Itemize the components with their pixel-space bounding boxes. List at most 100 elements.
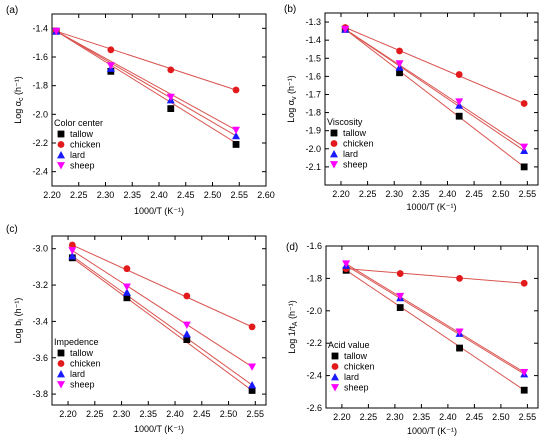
point-tallow <box>456 344 463 352</box>
legend-label-sheep: sheep <box>70 161 95 171</box>
panel-label: (a) <box>6 5 18 16</box>
y-tick-label: -1.4 <box>305 35 321 45</box>
point-chicken <box>396 47 403 55</box>
legend-marker-tallow <box>331 352 339 360</box>
point-chicken <box>396 270 404 277</box>
point-tallow <box>232 141 240 148</box>
y-tick-label: -1.8 <box>305 108 321 118</box>
point-sheep <box>455 328 464 336</box>
fit-line-chicken <box>346 268 525 284</box>
legend-marker-lard <box>57 151 65 159</box>
x-tick-label: 2.35 <box>412 189 430 199</box>
legend-label-sheep: sheep <box>343 160 368 170</box>
fit-line-lard <box>345 265 525 375</box>
point-sheep <box>396 292 405 301</box>
x-tick-label: 2.50 <box>204 190 222 200</box>
y-axis-label: Log αc (h⁻¹) <box>13 76 25 123</box>
point-lard <box>232 131 241 140</box>
point-chicken <box>520 279 528 287</box>
point-chicken <box>455 71 463 78</box>
legend-marker-lard <box>331 373 339 381</box>
x-tick-label: 2.55 <box>230 190 248 200</box>
x-tick-label: 2.35 <box>140 409 158 419</box>
panel-2: 2.20 2.25 2.30 2.35 2.40 2.45 2.50 2.55 -3.8 -3.6… <box>6 224 267 434</box>
x-tick-label: 2.20 <box>333 412 351 422</box>
x-tick-label: 2.20 <box>59 409 77 419</box>
point-sheep <box>122 283 131 291</box>
point-tallow <box>167 105 175 112</box>
panel-label: (d) <box>286 242 298 253</box>
fit-line-sheep <box>344 28 525 148</box>
legend-label-chicken: chicken <box>344 362 375 372</box>
legend-label-tallow: tallow <box>343 128 367 138</box>
y-tick-label: -2.0 <box>32 109 48 119</box>
y-tick-label: -1.7 <box>305 89 321 99</box>
fit-line-lard <box>344 28 525 152</box>
fit-line-chicken <box>345 27 525 104</box>
point-lard <box>68 251 77 260</box>
point-sheep <box>248 363 257 371</box>
x-tick-label: 2.40 <box>166 409 184 419</box>
x-tick-label: 2.55 <box>519 189 537 199</box>
fit-line-lard <box>56 30 237 137</box>
x-tick-label: 2.50 <box>220 409 238 419</box>
legend-label-tallow: tallow <box>344 351 368 361</box>
x-axis-label: 1000/T (K⁻¹) <box>134 206 184 216</box>
plot-frame <box>324 12 539 186</box>
y-tick-label: -2.0 <box>306 306 322 316</box>
legend-label-lard: lard <box>70 150 85 160</box>
legend-marker-tallow <box>330 129 338 137</box>
y-tick-label: -3.4 <box>32 316 48 326</box>
legend-title: Impedence <box>54 337 99 347</box>
point-chicken <box>167 66 175 74</box>
panel-0: 2.20 2.25 2.30 2.35 2.40 2.45 2.50 2.55 2.60 -2.4… <box>6 5 275 216</box>
fit-line-chicken <box>72 244 253 328</box>
y-tick-label: -1.4 <box>32 23 48 33</box>
y-tick-label: -1.5 <box>305 53 321 63</box>
x-tick-label: 2.40 <box>439 189 457 199</box>
y-tick-label: -2.4 <box>306 371 322 381</box>
point-sheep <box>520 143 529 151</box>
point-tallow <box>520 163 528 171</box>
point-tallow <box>396 69 403 77</box>
point-sheep <box>342 260 351 268</box>
point-chicken <box>248 323 256 331</box>
panel-label: (b) <box>284 4 296 15</box>
point-chicken <box>520 100 528 107</box>
x-tick-label: 2.30 <box>385 189 403 199</box>
y-tick-label: -2.2 <box>306 338 322 348</box>
y-tick-label: -1.9 <box>305 126 321 136</box>
point-sheep <box>455 98 464 106</box>
legend-label-sheep: sheep <box>70 380 95 390</box>
y-axis-label: Log αv (h⁻¹) <box>286 75 298 122</box>
x-tick-label: 2.45 <box>466 412 484 422</box>
y-tick-label: -3.6 <box>32 353 48 363</box>
legend-marker-sheep <box>57 162 65 170</box>
y-tick-label: -1.8 <box>32 81 48 91</box>
x-axis-label: 1000/T (K⁻¹) <box>407 426 457 436</box>
x-tick-label: 2.30 <box>386 412 404 422</box>
x-tick-label: 2.45 <box>465 189 483 199</box>
y-tick-label: -1.6 <box>305 71 321 81</box>
y-tick-label: -1.8 <box>306 273 322 283</box>
x-tick-label: 2.35 <box>413 412 431 422</box>
point-tallow <box>123 294 131 302</box>
point-sheep <box>68 247 77 255</box>
y-tick-label: -1.6 <box>306 241 322 251</box>
legend-label-lard: lard <box>343 149 358 159</box>
x-tick-label: 2.25 <box>360 412 378 422</box>
legend-label-lard: lard <box>70 369 85 379</box>
x-tick-label: 2.45 <box>177 190 195 200</box>
x-tick-label: 2.45 <box>193 409 211 419</box>
x-tick-label: 2.40 <box>439 412 457 422</box>
x-axis-label: 1000/T (K⁻¹) <box>134 424 184 434</box>
legend-marker-sheep <box>330 161 338 169</box>
point-sheep <box>341 25 350 34</box>
y-tick-label: -3.8 <box>32 389 48 399</box>
point-chicken <box>456 275 463 282</box>
point-sheep <box>182 321 191 330</box>
point-tallow <box>520 386 528 394</box>
point-sheep <box>52 27 61 36</box>
legend-marker-sheep <box>57 381 65 389</box>
